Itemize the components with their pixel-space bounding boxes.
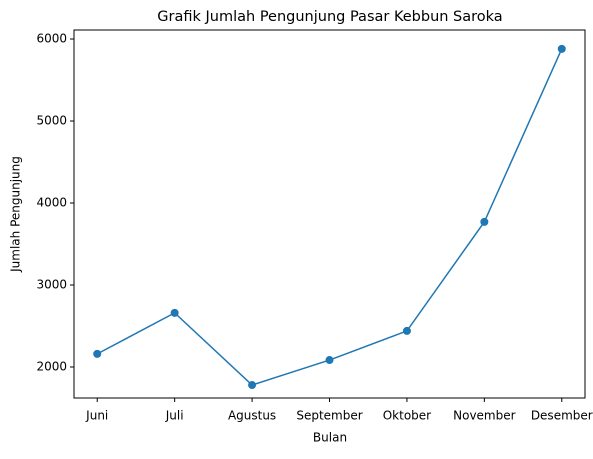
line — [96, 48, 563, 386]
y-tick-label: 3000 — [36, 278, 67, 292]
point — [170, 308, 179, 317]
x-tick-label: November — [453, 409, 515, 423]
y-tick-label: 2000 — [36, 360, 67, 374]
chart-title: Grafik Jumlah Pengunjung Pasar Kebbun Sa… — [157, 9, 502, 25]
x-axis-label: Bulan — [313, 431, 347, 445]
x-tick-label: Agustus — [228, 409, 276, 423]
x-tick-label: Oktober — [383, 409, 431, 423]
y-tick-label: 6000 — [36, 32, 67, 46]
y-tick-label: 4000 — [36, 196, 67, 210]
y-axis-label: Jumlah Pengunjung — [9, 156, 23, 273]
point — [248, 381, 257, 390]
y-tick-label: 5000 — [36, 114, 67, 128]
x-tick-label: Desember — [531, 409, 593, 423]
x-tick-label: Juni — [85, 409, 108, 423]
plot-frame — [73, 29, 586, 399]
point — [480, 217, 489, 226]
point — [325, 356, 334, 365]
point — [557, 44, 566, 53]
x-tick-label: September — [296, 409, 362, 423]
point — [93, 349, 102, 358]
point — [402, 326, 411, 335]
x-tick-label: Juli — [165, 409, 184, 423]
